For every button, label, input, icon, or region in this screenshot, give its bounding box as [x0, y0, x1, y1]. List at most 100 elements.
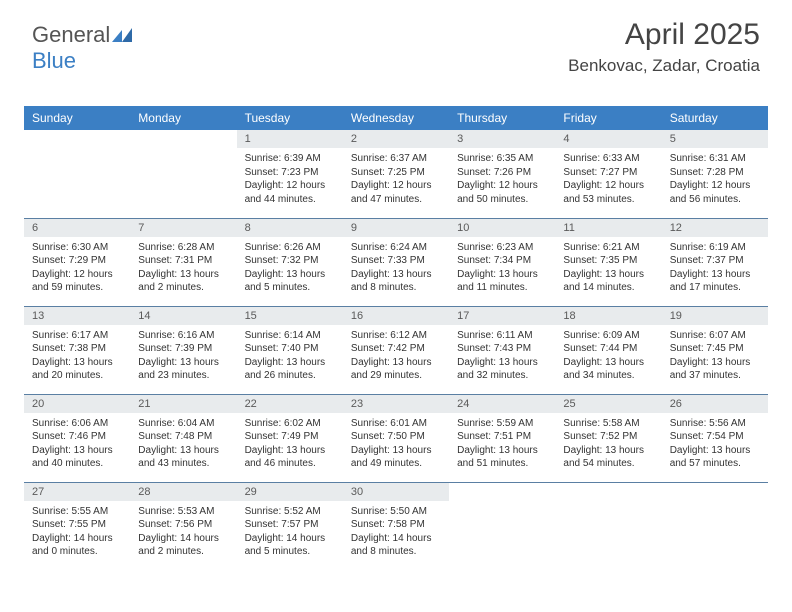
calendar-day-cell: 22Sunrise: 6:02 AMSunset: 7:49 PMDayligh… — [237, 394, 343, 482]
calendar-day-cell: 2Sunrise: 6:37 AMSunset: 7:25 PMDaylight… — [343, 130, 449, 218]
day-details: Sunrise: 6:02 AMSunset: 7:49 PMDaylight:… — [237, 413, 343, 477]
day-details: Sunrise: 5:59 AMSunset: 7:51 PMDaylight:… — [449, 413, 555, 477]
weekday-header: Sunday — [24, 106, 130, 130]
calendar-day-cell: 14Sunrise: 6:16 AMSunset: 7:39 PMDayligh… — [130, 306, 236, 394]
day-details: Sunrise: 6:33 AMSunset: 7:27 PMDaylight:… — [555, 148, 661, 212]
calendar-week-row: 1Sunrise: 6:39 AMSunset: 7:23 PMDaylight… — [24, 130, 768, 218]
day-details: Sunrise: 5:58 AMSunset: 7:52 PMDaylight:… — [555, 413, 661, 477]
location-text: Benkovac, Zadar, Croatia — [568, 56, 760, 76]
day-details: Sunrise: 6:26 AMSunset: 7:32 PMDaylight:… — [237, 237, 343, 301]
weekday-header: Tuesday — [237, 106, 343, 130]
calendar-week-row: 27Sunrise: 5:55 AMSunset: 7:55 PMDayligh… — [24, 482, 768, 570]
day-details: Sunrise: 6:24 AMSunset: 7:33 PMDaylight:… — [343, 237, 449, 301]
day-details: Sunrise: 6:23 AMSunset: 7:34 PMDaylight:… — [449, 237, 555, 301]
day-number: 24 — [449, 395, 555, 413]
month-title: April 2025 — [568, 18, 760, 52]
calendar-day-cell: 7Sunrise: 6:28 AMSunset: 7:31 PMDaylight… — [130, 218, 236, 306]
day-number: 11 — [555, 219, 661, 237]
weekday-header-row: SundayMondayTuesdayWednesdayThursdayFrid… — [24, 106, 768, 130]
day-number: 23 — [343, 395, 449, 413]
calendar-day-cell — [449, 482, 555, 570]
day-details: Sunrise: 6:28 AMSunset: 7:31 PMDaylight:… — [130, 237, 236, 301]
day-number: 16 — [343, 307, 449, 325]
calendar-day-cell: 18Sunrise: 6:09 AMSunset: 7:44 PMDayligh… — [555, 306, 661, 394]
day-number: 18 — [555, 307, 661, 325]
day-details: Sunrise: 6:35 AMSunset: 7:26 PMDaylight:… — [449, 148, 555, 212]
weekday-header: Wednesday — [343, 106, 449, 130]
day-details: Sunrise: 6:14 AMSunset: 7:40 PMDaylight:… — [237, 325, 343, 389]
weekday-header: Saturday — [662, 106, 768, 130]
calendar-day-cell: 15Sunrise: 6:14 AMSunset: 7:40 PMDayligh… — [237, 306, 343, 394]
day-number: 6 — [24, 219, 130, 237]
day-details: Sunrise: 6:09 AMSunset: 7:44 PMDaylight:… — [555, 325, 661, 389]
calendar-day-cell: 1Sunrise: 6:39 AMSunset: 7:23 PMDaylight… — [237, 130, 343, 218]
day-details: Sunrise: 5:52 AMSunset: 7:57 PMDaylight:… — [237, 501, 343, 565]
calendar-body: 1Sunrise: 6:39 AMSunset: 7:23 PMDaylight… — [24, 130, 768, 570]
day-details: Sunrise: 5:50 AMSunset: 7:58 PMDaylight:… — [343, 501, 449, 565]
calendar-day-cell: 30Sunrise: 5:50 AMSunset: 7:58 PMDayligh… — [343, 482, 449, 570]
day-details: Sunrise: 6:21 AMSunset: 7:35 PMDaylight:… — [555, 237, 661, 301]
day-details: Sunrise: 6:17 AMSunset: 7:38 PMDaylight:… — [24, 325, 130, 389]
weekday-header: Friday — [555, 106, 661, 130]
calendar-day-cell: 25Sunrise: 5:58 AMSunset: 7:52 PMDayligh… — [555, 394, 661, 482]
day-number: 29 — [237, 483, 343, 501]
calendar-day-cell: 6Sunrise: 6:30 AMSunset: 7:29 PMDaylight… — [24, 218, 130, 306]
calendar-day-cell: 13Sunrise: 6:17 AMSunset: 7:38 PMDayligh… — [24, 306, 130, 394]
calendar-day-cell: 24Sunrise: 5:59 AMSunset: 7:51 PMDayligh… — [449, 394, 555, 482]
weekday-header: Monday — [130, 106, 236, 130]
calendar-day-cell: 19Sunrise: 6:07 AMSunset: 7:45 PMDayligh… — [662, 306, 768, 394]
day-number: 30 — [343, 483, 449, 501]
calendar-day-cell: 29Sunrise: 5:52 AMSunset: 7:57 PMDayligh… — [237, 482, 343, 570]
brand-logo: GeneralBlue — [32, 22, 132, 74]
day-number: 4 — [555, 130, 661, 148]
calendar-week-row: 20Sunrise: 6:06 AMSunset: 7:46 PMDayligh… — [24, 394, 768, 482]
day-details: Sunrise: 6:01 AMSunset: 7:50 PMDaylight:… — [343, 413, 449, 477]
day-number: 25 — [555, 395, 661, 413]
day-number: 10 — [449, 219, 555, 237]
day-number: 12 — [662, 219, 768, 237]
day-details: Sunrise: 6:04 AMSunset: 7:48 PMDaylight:… — [130, 413, 236, 477]
calendar-day-cell: 11Sunrise: 6:21 AMSunset: 7:35 PMDayligh… — [555, 218, 661, 306]
day-details: Sunrise: 6:31 AMSunset: 7:28 PMDaylight:… — [662, 148, 768, 212]
day-details: Sunrise: 6:12 AMSunset: 7:42 PMDaylight:… — [343, 325, 449, 389]
day-number: 9 — [343, 219, 449, 237]
calendar-day-cell: 4Sunrise: 6:33 AMSunset: 7:27 PMDaylight… — [555, 130, 661, 218]
day-details: Sunrise: 6:11 AMSunset: 7:43 PMDaylight:… — [449, 325, 555, 389]
day-number: 17 — [449, 307, 555, 325]
calendar-day-cell: 10Sunrise: 6:23 AMSunset: 7:34 PMDayligh… — [449, 218, 555, 306]
calendar-table: SundayMondayTuesdayWednesdayThursdayFrid… — [24, 106, 768, 570]
day-details: Sunrise: 6:19 AMSunset: 7:37 PMDaylight:… — [662, 237, 768, 301]
calendar-day-cell: 20Sunrise: 6:06 AMSunset: 7:46 PMDayligh… — [24, 394, 130, 482]
weekday-header: Thursday — [449, 106, 555, 130]
calendar-day-cell: 5Sunrise: 6:31 AMSunset: 7:28 PMDaylight… — [662, 130, 768, 218]
day-number: 8 — [237, 219, 343, 237]
page-header: April 2025 Benkovac, Zadar, Croatia — [568, 18, 760, 76]
calendar-day-cell: 21Sunrise: 6:04 AMSunset: 7:48 PMDayligh… — [130, 394, 236, 482]
day-number: 5 — [662, 130, 768, 148]
day-number: 3 — [449, 130, 555, 148]
day-details: Sunrise: 6:37 AMSunset: 7:25 PMDaylight:… — [343, 148, 449, 212]
calendar-day-cell: 12Sunrise: 6:19 AMSunset: 7:37 PMDayligh… — [662, 218, 768, 306]
calendar-day-cell: 3Sunrise: 6:35 AMSunset: 7:26 PMDaylight… — [449, 130, 555, 218]
brand-mark-icon — [112, 22, 132, 48]
day-number: 15 — [237, 307, 343, 325]
calendar-week-row: 13Sunrise: 6:17 AMSunset: 7:38 PMDayligh… — [24, 306, 768, 394]
day-details: Sunrise: 6:39 AMSunset: 7:23 PMDaylight:… — [237, 148, 343, 212]
day-number: 19 — [662, 307, 768, 325]
day-number: 28 — [130, 483, 236, 501]
calendar-day-cell: 23Sunrise: 6:01 AMSunset: 7:50 PMDayligh… — [343, 394, 449, 482]
day-details: Sunrise: 5:53 AMSunset: 7:56 PMDaylight:… — [130, 501, 236, 565]
day-number: 14 — [130, 307, 236, 325]
day-details: Sunrise: 5:56 AMSunset: 7:54 PMDaylight:… — [662, 413, 768, 477]
calendar-day-cell — [662, 482, 768, 570]
calendar-day-cell — [555, 482, 661, 570]
calendar-day-cell: 26Sunrise: 5:56 AMSunset: 7:54 PMDayligh… — [662, 394, 768, 482]
day-number: 21 — [130, 395, 236, 413]
day-number: 22 — [237, 395, 343, 413]
calendar-day-cell: 9Sunrise: 6:24 AMSunset: 7:33 PMDaylight… — [343, 218, 449, 306]
day-number: 7 — [130, 219, 236, 237]
calendar-day-cell: 16Sunrise: 6:12 AMSunset: 7:42 PMDayligh… — [343, 306, 449, 394]
calendar-day-cell: 8Sunrise: 6:26 AMSunset: 7:32 PMDaylight… — [237, 218, 343, 306]
day-number: 26 — [662, 395, 768, 413]
day-details: Sunrise: 6:30 AMSunset: 7:29 PMDaylight:… — [24, 237, 130, 301]
